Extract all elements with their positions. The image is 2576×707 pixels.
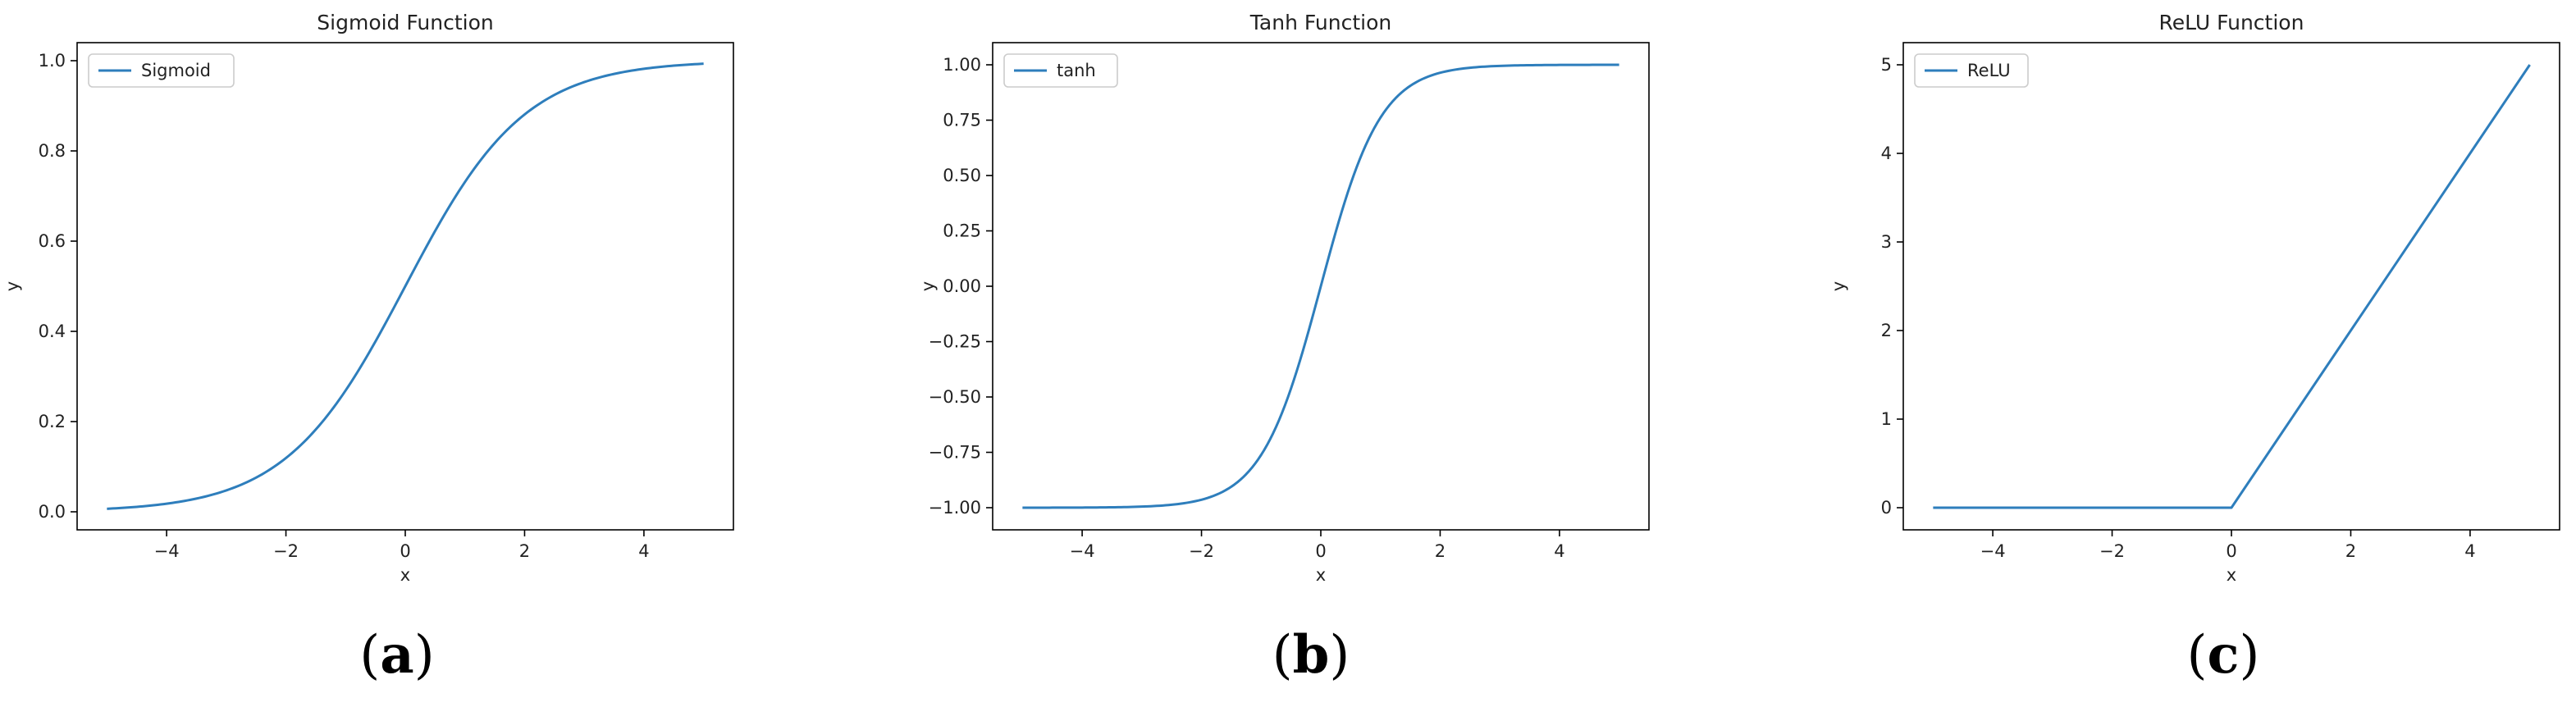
panel-label-c: (c) — [2187, 624, 2260, 686]
y-tick-label: 0.4 — [39, 322, 66, 341]
x-tick-label: 0 — [1315, 541, 1326, 561]
charts-group: Sigmoid Function −4 −2 0 2 4 0.0 0.2 0.4 0.6 0.8 1.… — [2, 11, 2560, 585]
chart-sigmoid: Sigmoid Function −4 −2 0 2 4 0.0 0.2 0.4 0.6 0.8 1.… — [2, 11, 734, 585]
legend-box — [88, 53, 235, 88]
legend-box — [1914, 53, 2029, 88]
legend-label: ReLU — [1967, 61, 2011, 80]
x-tick-label: 4 — [1554, 541, 1564, 561]
y-tick-label: −0.50 — [929, 387, 981, 407]
x-tick-label: 2 — [2345, 541, 2356, 561]
chart-title: ReLU Function — [2159, 11, 2304, 34]
x-tick-label: 2 — [519, 541, 530, 561]
axes-frame — [992, 42, 1650, 531]
y-tick-label: 0.75 — [943, 111, 981, 130]
y-tick-label: 3 — [1881, 232, 1892, 252]
x-tick-label: 4 — [2464, 541, 2475, 561]
x-tick-label: −2 — [273, 541, 299, 561]
chart-tanh: Tanh Function −4 −2 0 2 4 −1.00 −0.75 −0.50 −0.25… — [918, 11, 1650, 585]
y-axis-label: y — [2, 281, 22, 291]
y-tick-label: 0.50 — [943, 166, 981, 185]
axes-frame — [76, 42, 734, 531]
x-tick-label: 0 — [400, 541, 410, 561]
legend: ReLU — [1914, 53, 2029, 88]
y-tick-label: 1 — [1881, 409, 1892, 429]
y-tick-label: −1.00 — [929, 498, 981, 518]
y-tick-label: 5 — [1881, 55, 1892, 75]
y-tick-label: 1.00 — [943, 55, 981, 75]
y-tick-label: 4 — [1881, 144, 1892, 163]
chart-title: Sigmoid Function — [317, 11, 493, 34]
legend: Sigmoid — [88, 53, 235, 88]
panel-label-b: (b) — [1272, 624, 1350, 686]
panel-labels: (a) (b) (c) — [359, 624, 2259, 686]
y-tick-label: 0.2 — [39, 412, 66, 431]
y-tick-label: 0.8 — [39, 141, 66, 161]
y-axis-label: y — [918, 281, 938, 291]
panel-label-a: (a) — [359, 624, 434, 686]
legend: tanh — [1003, 53, 1118, 88]
series-line-relu — [1933, 64, 2531, 509]
y-tick-label: 0.0 — [39, 502, 66, 522]
x-tick-label: 4 — [638, 541, 649, 561]
y-tick-label: 0.6 — [39, 231, 66, 251]
series-line-tanh — [1022, 63, 1619, 509]
legend-label: tanh — [1057, 61, 1096, 80]
x-tick-label: −2 — [2099, 541, 2125, 561]
x-tick-label: −4 — [154, 541, 180, 561]
x-axis-label: x — [2227, 565, 2236, 585]
y-tick-label: 0.25 — [943, 221, 981, 241]
x-tick-label: −2 — [1189, 541, 1214, 561]
y-tick-label: 0 — [1881, 498, 1892, 518]
axes-frame — [1902, 42, 2560, 531]
x-tick-label: −4 — [1980, 541, 2006, 561]
series-line-sigmoid — [107, 62, 704, 510]
x-tick-label: −4 — [1070, 541, 1095, 561]
x-axis-label: x — [1316, 565, 1326, 585]
x-tick-label: 0 — [2226, 541, 2236, 561]
chart-title: Tanh Function — [1249, 11, 1391, 34]
y-tick-label: −0.75 — [929, 443, 981, 463]
y-tick-label: 2 — [1881, 321, 1892, 340]
x-axis-label: x — [400, 565, 410, 585]
legend-box — [1003, 53, 1118, 88]
chart-relu: ReLU Function −4 −2 0 2 4 0 1 2 3 4 5 x y ReLU — [1829, 11, 2560, 585]
x-tick-label: 2 — [1435, 541, 1446, 561]
y-axis-label: y — [1829, 281, 1848, 291]
y-tick-label: 0.00 — [943, 276, 981, 296]
y-tick-label: −0.25 — [929, 332, 981, 352]
y-tick-label: 1.0 — [39, 51, 66, 71]
legend-label: Sigmoid — [141, 61, 211, 80]
